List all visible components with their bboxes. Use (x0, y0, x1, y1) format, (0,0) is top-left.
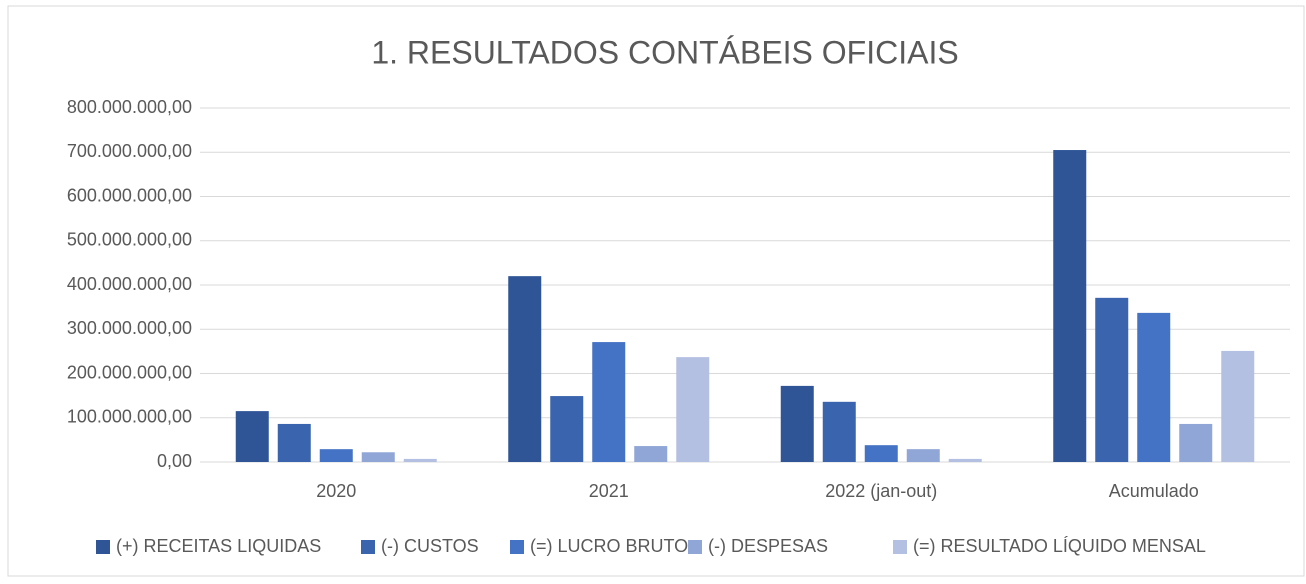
y-tick-label: 800.000.000,00 (67, 97, 192, 117)
legend-swatch (361, 540, 375, 554)
y-tick-label: 300.000.000,00 (67, 318, 192, 338)
y-tick-label: 200.000.000,00 (67, 362, 192, 382)
bar (1095, 297, 1129, 462)
bar (319, 449, 353, 462)
x-tick-label: 2020 (316, 481, 356, 501)
y-tick-label: 100.000.000,00 (67, 407, 192, 427)
legend-swatch (510, 540, 524, 554)
bar (822, 401, 856, 462)
y-tick-label: 0,00 (157, 451, 192, 471)
bar (634, 446, 668, 462)
bar (948, 458, 982, 462)
x-tick-label: 2022 (jan-out) (825, 481, 937, 501)
legend-label: (+) RECEITAS LIQUIDAS (116, 536, 321, 556)
legend-swatch (96, 540, 110, 554)
bar (235, 411, 269, 462)
bar (508, 276, 542, 462)
legend-swatch (688, 540, 702, 554)
legend-label: (=) LUCRO BRUTO (530, 536, 688, 556)
y-tick-label: 500.000.000,00 (67, 230, 192, 250)
chart-title: 1. RESULTADOS CONTÁBEIS OFICIAIS (371, 34, 958, 70)
bar (1179, 423, 1213, 462)
bar (780, 385, 814, 462)
bar (361, 452, 395, 462)
bar (1053, 150, 1087, 462)
bar (550, 396, 584, 462)
x-tick-label: 2021 (589, 481, 629, 501)
y-tick-label: 700.000.000,00 (67, 141, 192, 161)
chart-frame (7, 5, 1305, 577)
bar (1137, 312, 1171, 462)
bar (676, 357, 710, 462)
bar (1221, 350, 1255, 462)
legend-label: (-) CUSTOS (381, 536, 479, 556)
legend-label: (=) RESULTADO LÍQUIDO MENSAL (913, 536, 1206, 556)
y-tick-label: 600.000.000,00 (67, 185, 192, 205)
x-tick-label: Acumulado (1109, 481, 1199, 501)
y-tick-label: 400.000.000,00 (67, 274, 192, 294)
legend-swatch (893, 540, 907, 554)
bar (906, 449, 940, 462)
bar (277, 423, 311, 462)
bar (592, 342, 626, 462)
bar (864, 445, 898, 462)
legend-label: (-) DESPESAS (708, 536, 828, 556)
bar (403, 458, 437, 462)
